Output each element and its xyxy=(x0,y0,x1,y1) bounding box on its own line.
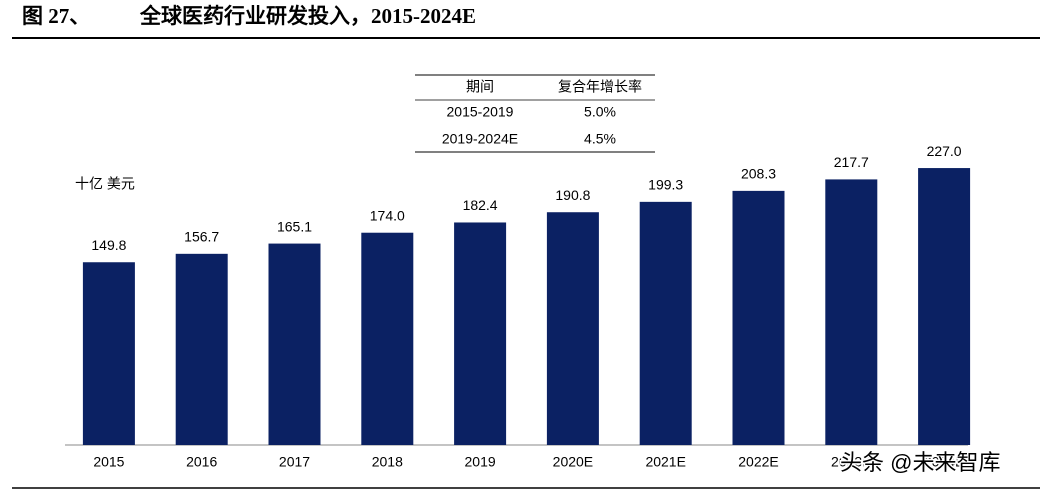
bar xyxy=(918,168,971,445)
x-tick-label: 2015 xyxy=(93,454,124,470)
bar xyxy=(639,201,692,445)
bar xyxy=(268,243,321,445)
bar xyxy=(732,190,785,445)
value-label: 174.0 xyxy=(370,207,405,223)
x-tick-label: 2022E xyxy=(738,454,778,470)
chart-title: 全球医药行业研发投入，2015-2024E xyxy=(139,4,476,28)
table-cell: 5.0% xyxy=(584,104,616,120)
value-label: 182.4 xyxy=(463,197,498,213)
unit-label: 十亿 美元 xyxy=(75,176,135,192)
value-label: 227.0 xyxy=(927,143,962,159)
x-tick-label: 2024E xyxy=(924,454,964,470)
value-label: 149.8 xyxy=(91,237,126,253)
value-label: 208.3 xyxy=(741,166,776,182)
table-cell: 2015-2019 xyxy=(447,104,514,120)
x-tick-label: 2023E xyxy=(831,454,871,470)
value-label: 217.7 xyxy=(834,154,869,170)
x-tick-label: 2016 xyxy=(186,454,217,470)
value-label: 190.8 xyxy=(555,187,590,203)
bar xyxy=(825,179,878,445)
table-cell: 4.5% xyxy=(584,131,616,147)
x-tick-label: 2018 xyxy=(372,454,403,470)
bar xyxy=(175,253,228,445)
value-label: 165.1 xyxy=(277,218,312,234)
value-label: 199.3 xyxy=(648,177,683,193)
bar xyxy=(546,212,599,445)
x-tick-label: 2021E xyxy=(645,454,685,470)
bar xyxy=(82,262,135,445)
figure-label: 图 27、 xyxy=(22,4,90,28)
value-label: 156.7 xyxy=(184,229,219,245)
table-cell: 2019-2024E xyxy=(442,131,518,147)
x-tick-label: 2019 xyxy=(465,454,496,470)
watermark: 头条 @未来智库 xyxy=(840,450,1000,475)
table-header: 复合年增长率 xyxy=(558,79,642,95)
bar xyxy=(454,222,507,445)
table-header: 期间 xyxy=(466,79,494,95)
bar xyxy=(361,232,414,445)
x-tick-label: 2020E xyxy=(553,454,593,470)
x-tick-label: 2017 xyxy=(279,454,310,470)
